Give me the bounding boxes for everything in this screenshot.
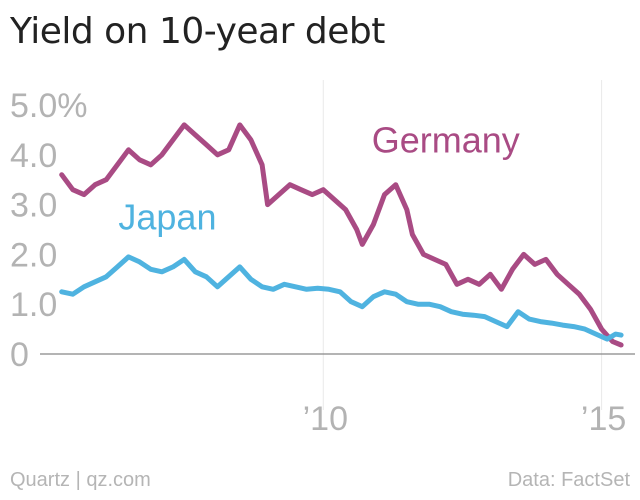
series-lines: [59, 122, 624, 348]
y-tick-label: 0: [10, 336, 29, 374]
series-line-germany: [59, 122, 624, 348]
x-tick-label: ’10: [303, 400, 348, 438]
footer-source-left: Quartz | qz.com: [10, 469, 151, 491]
footer-source-right: Data: FactSet: [507, 469, 630, 491]
series-line-japan: [59, 254, 624, 342]
series-labels: Germany Japan: [118, 119, 519, 237]
y-tick-label: 1.0: [10, 286, 57, 324]
y-tick-label: 5.0%: [10, 87, 88, 125]
chart-title: Yield on 10-year debt: [10, 11, 385, 52]
y-tick-label: 2.0: [10, 236, 57, 274]
series-label-germany: Germany: [372, 119, 520, 160]
x-gridlines: [322, 80, 603, 410]
y-tick-label: 4.0: [10, 137, 57, 175]
y-tick-label: 3.0: [10, 187, 57, 225]
y-axis-ticks: 0 1.0 2.0 3.0 4.0 5.0%: [10, 87, 88, 374]
x-axis-ticks: ’10 ’15: [303, 400, 627, 438]
series-label-japan: Japan: [118, 197, 216, 238]
x-tick-label: ’15: [581, 400, 626, 438]
